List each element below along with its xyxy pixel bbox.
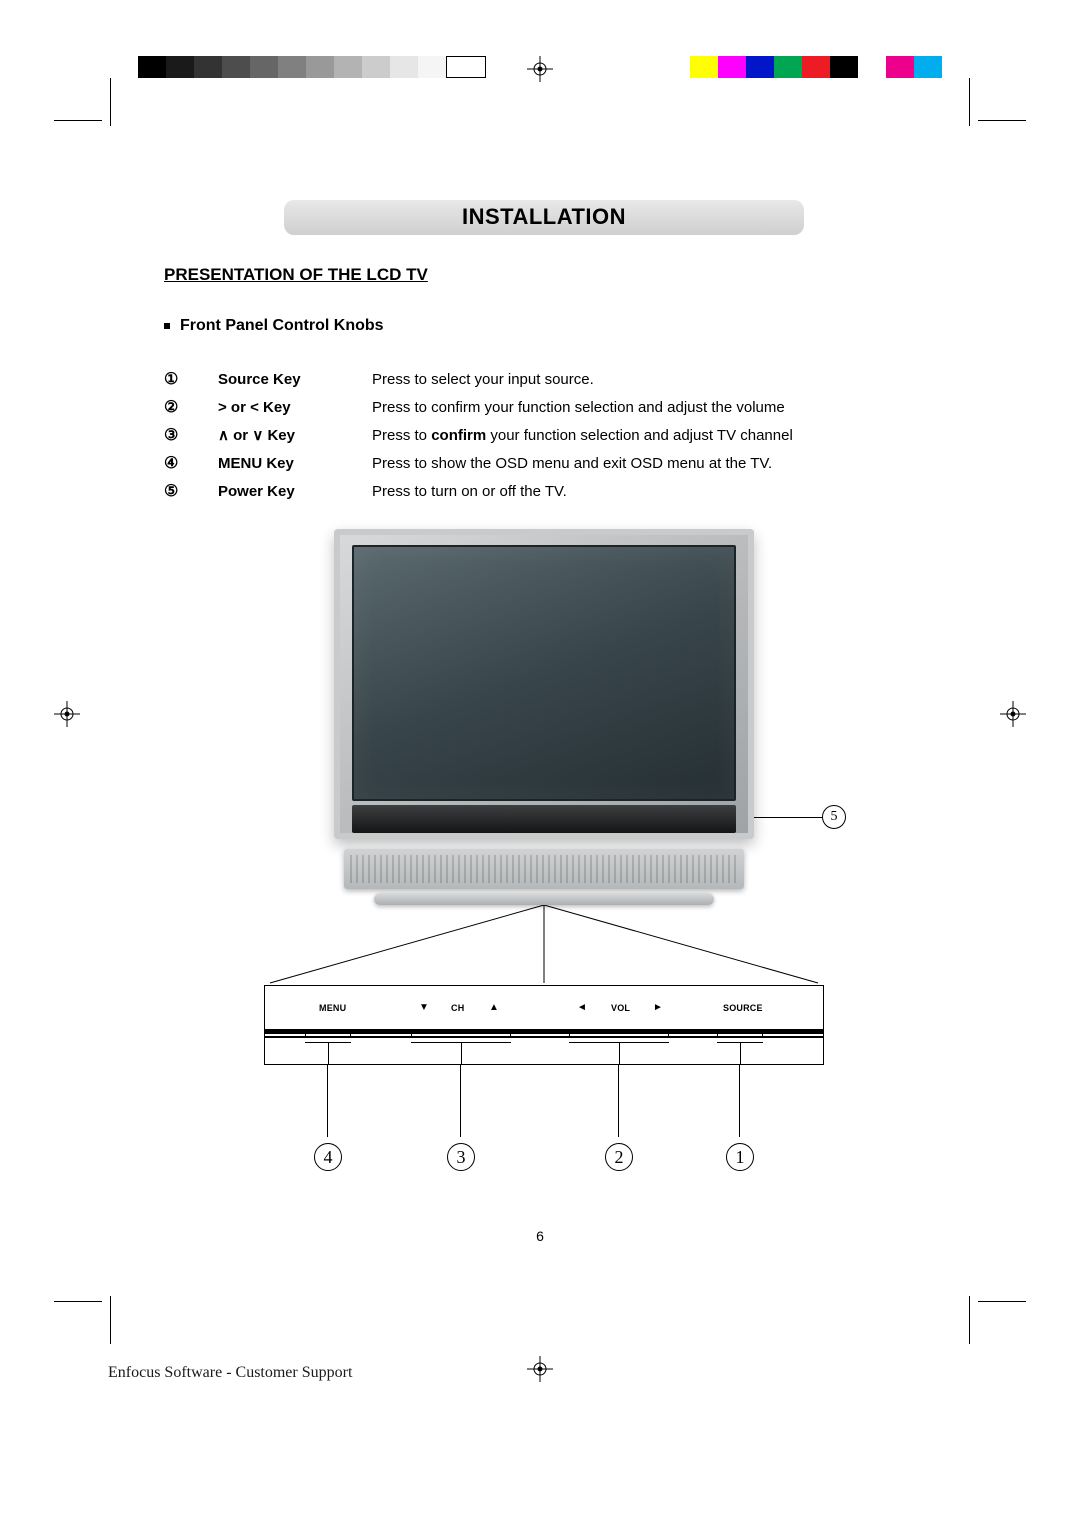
front-panel-heading: Front Panel Control Knobs	[164, 317, 924, 335]
key-name: ∧ or ∨ Key	[218, 426, 338, 444]
panel-label-source: SOURCE	[723, 1003, 763, 1013]
key-row: ① Source Key Press to select your input …	[164, 369, 924, 389]
key-row: ③ ∧ or ∨ Key Press to confirm your funct…	[164, 425, 924, 445]
panel-brackets	[265, 1034, 823, 1064]
section-title: INSTALLATION	[284, 200, 804, 235]
key-row: ② > or < Key Press to confirm your funct…	[164, 397, 924, 417]
tv-speakers	[344, 849, 744, 889]
front-panel-heading-text: Front Panel Control Knobs	[180, 317, 384, 335]
bullet-icon	[164, 323, 170, 329]
tv-screen	[352, 545, 736, 801]
key-name: Source Key	[218, 371, 338, 388]
grayscale-strip	[138, 56, 486, 78]
panel-label-menu: MENU	[319, 1003, 346, 1013]
callout-number: 3	[447, 1143, 475, 1171]
footer-watermark: Enfocus Software - Customer Support	[108, 1364, 352, 1382]
bracket	[305, 1036, 351, 1065]
right-arrow-icon: ►	[653, 1002, 663, 1013]
up-arrow-icon: ▲	[489, 1002, 499, 1013]
key-desc: Press to turn on or off the TV.	[372, 483, 567, 500]
callout-number: 5	[822, 805, 846, 829]
key-desc-seg: your function selection and adjust TV ch…	[486, 427, 793, 444]
key-number: ③	[164, 425, 184, 445]
key-name: > or < Key	[218, 399, 338, 416]
callout-5: 5	[754, 805, 846, 829]
tv-body	[334, 529, 754, 839]
callout-number: 2	[605, 1143, 633, 1171]
key-number: ⑤	[164, 481, 184, 501]
panel-label-vol: VOL	[611, 1003, 630, 1013]
color-strip	[690, 56, 942, 78]
key-row: ④ MENU Key Press to show the OSD menu an…	[164, 453, 924, 473]
subheading: PRESENTATION OF THE LCD TV	[164, 265, 924, 285]
tv-render: 5	[314, 529, 774, 929]
key-definitions: ① Source Key Press to select your input …	[164, 369, 924, 501]
left-arrow-icon: ◄	[577, 1002, 587, 1013]
key-desc-seg: Press to	[372, 427, 431, 444]
registration-mark-right	[1000, 701, 1026, 727]
down-arrow-icon: ▼	[419, 1002, 429, 1013]
tv-base	[374, 893, 714, 905]
page-number: 6	[0, 1228, 1080, 1244]
key-desc: Press to select your input source.	[372, 371, 594, 388]
key-number: ④	[164, 453, 184, 473]
key-number: ②	[164, 397, 184, 417]
key-desc: Press to show the OSD menu and exit OSD …	[372, 455, 772, 472]
fan-leader-lines	[264, 905, 824, 985]
registration-mark-left	[54, 701, 80, 727]
panel-label-ch: CH	[451, 1003, 464, 1013]
panel-label-row: MENU ▼ CH ▲ ◄ VOL ► SOURCE	[265, 986, 823, 1030]
tv-illustration: 5 MENU ▼ CH ▲ ◄ VOL ► SOURCE	[264, 529, 824, 1175]
page-content: INSTALLATION PRESENTATION OF THE LCD TV …	[164, 200, 924, 1175]
key-desc-bold: confirm	[431, 427, 486, 444]
key-desc: Press to confirm your function selection…	[372, 399, 785, 416]
front-panel-diagram: MENU ▼ CH ▲ ◄ VOL ► SOURCE	[264, 985, 824, 1065]
key-row: ⑤ Power Key Press to turn on or off the …	[164, 481, 924, 501]
bracket	[569, 1036, 669, 1065]
key-desc: Press to confirm your function selection…	[372, 427, 793, 444]
callout-number: 1	[726, 1143, 754, 1171]
registration-mark-bottom	[527, 1356, 553, 1382]
registration-mark-top	[527, 56, 553, 82]
key-name: MENU Key	[218, 455, 338, 472]
key-name: Power Key	[218, 483, 338, 500]
tv-chin	[352, 805, 736, 833]
bracket	[411, 1036, 511, 1065]
key-number: ①	[164, 369, 184, 389]
bracket	[717, 1036, 763, 1065]
callout-number: 4	[314, 1143, 342, 1171]
